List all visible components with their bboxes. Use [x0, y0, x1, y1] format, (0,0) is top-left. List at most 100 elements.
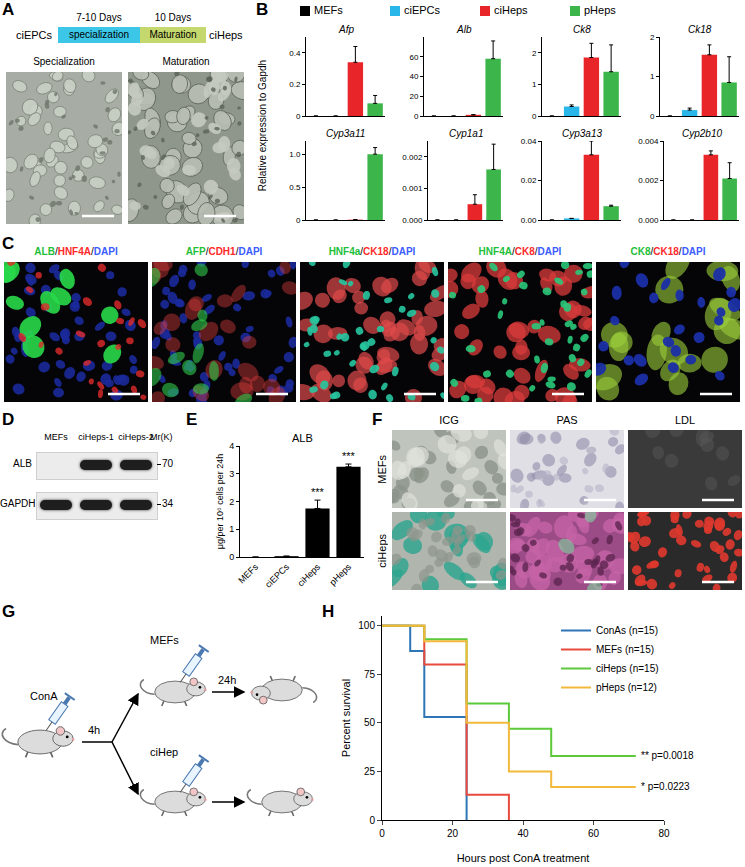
html-text:ciHep: ciHep — [150, 746, 179, 758]
html-text:AFP / CDH1 / DAPI: AFP / CDH1 / DAPI — [185, 246, 263, 257]
svg-text:2: 2 — [229, 497, 234, 507]
html-text:MEFs: MEFs — [150, 634, 179, 646]
svg-text:0.00: 0.00 — [521, 216, 537, 225]
svg-text:75: 75 — [364, 669, 376, 680]
html-text:MEFs: MEFs — [376, 454, 388, 484]
html-text:E: E — [186, 410, 198, 429]
svg-text:***: *** — [311, 486, 325, 498]
svg-text:1: 1 — [650, 72, 655, 81]
html-text:Maturation: Maturation — [162, 56, 210, 67]
svg-text:ciHeps: ciHeps — [296, 561, 323, 588]
svg-text:0.02: 0.02 — [521, 176, 537, 185]
svg-text:Ck8: Ck8 — [573, 24, 591, 35]
svg-text:0.04: 0.04 — [521, 137, 537, 146]
svg-text:***: *** — [342, 450, 356, 462]
svg-text:20: 20 — [447, 828, 459, 839]
svg-text:4: 4 — [229, 441, 234, 451]
svg-text:2: 2 — [650, 33, 655, 42]
html-text:Relative expression to Gapdh: Relative expression to Gapdh — [256, 60, 268, 192]
svg-text:1: 1 — [532, 80, 537, 89]
html-text:PAS: PAS — [556, 414, 578, 426]
svg-text:1.0: 1.0 — [289, 150, 301, 159]
svg-text:ciHeps (n=15): ciHeps (n=15) — [596, 663, 659, 674]
html-text:ICG: ICG — [439, 414, 459, 426]
svg-text:ConAs (n=15): ConAs (n=15) — [596, 625, 658, 636]
html-text:Maturation: Maturation — [149, 29, 197, 40]
svg-text:0.2: 0.2 — [289, 80, 301, 89]
html-text:ciEPCs: ciEPCs — [16, 29, 53, 41]
html-text:pHeps: pHeps — [584, 4, 616, 16]
html-text:LDL: LDL — [674, 414, 696, 426]
html-text:Specialization: Specialization — [33, 56, 95, 67]
svg-text:ALB: ALB — [292, 432, 313, 444]
svg-text:μg/per 10⁶ cells per 24h: μg/per 10⁶ cells per 24h — [215, 454, 225, 549]
svg-text:0: 0 — [379, 828, 385, 839]
svg-text:0: 0 — [650, 112, 655, 121]
svg-text:0.002: 0.002 — [638, 176, 659, 185]
svg-text:0: 0 — [229, 552, 234, 562]
svg-text:60: 60 — [588, 828, 600, 839]
svg-text:Alb: Alb — [456, 24, 472, 35]
html-text:H: H — [322, 602, 335, 621]
svg-text:Hours post ConA treatment: Hours post ConA treatment — [457, 852, 590, 864]
html-text:C: C — [2, 234, 15, 253]
svg-text:2: 2 — [532, 49, 537, 58]
html-text:ConA: ConA — [30, 690, 58, 702]
svg-text:MEFs: MEFs — [236, 561, 260, 585]
svg-text:0.000: 0.000 — [402, 216, 423, 225]
svg-text:0.002: 0.002 — [402, 153, 423, 162]
html-text:ciHeps: ciHeps — [376, 534, 388, 568]
svg-text:0: 0 — [532, 112, 537, 121]
svg-text:60: 60 — [409, 53, 418, 62]
svg-text:1: 1 — [229, 524, 234, 534]
html-text:ciEPCs: ciEPCs — [404, 4, 441, 16]
svg-text:3: 3 — [229, 469, 234, 479]
svg-text:pHeps (n=12): pHeps (n=12) — [596, 682, 657, 693]
svg-text:ciEPCs: ciEPCs — [263, 561, 291, 589]
svg-text:0: 0 — [414, 112, 419, 121]
html-text:4h: 4h — [88, 724, 101, 736]
svg-text:40: 40 — [517, 828, 529, 839]
html-text:D: D — [2, 410, 15, 429]
svg-text:Cyp3a11: Cyp3a11 — [326, 128, 365, 139]
svg-text:20: 20 — [409, 92, 418, 101]
html-text:10 Days: 10 Days — [154, 12, 192, 23]
svg-text:Afp: Afp — [338, 24, 354, 35]
html-text:ciHeps: ciHeps — [494, 4, 528, 16]
html-text:24h: 24h — [218, 674, 237, 686]
svg-text:80: 80 — [658, 828, 670, 839]
html-text:ciHeps: ciHeps — [209, 29, 243, 41]
html-text:HNF4a / CK18 / DAPI: HNF4a / CK18 / DAPI — [328, 246, 416, 257]
svg-text:40: 40 — [409, 72, 418, 81]
svg-text:Cyp2b10: Cyp2b10 — [682, 128, 722, 139]
html-text:F: F — [372, 410, 383, 429]
svg-text:Percent survival: Percent survival — [340, 679, 352, 757]
svg-text:* p=0.0223: * p=0.0223 — [641, 781, 690, 792]
html-text:A: A — [2, 0, 15, 19]
svg-text:0: 0 — [296, 112, 301, 121]
html-text:G: G — [2, 602, 16, 621]
svg-text:0.000: 0.000 — [638, 216, 659, 225]
svg-text:0.4: 0.4 — [289, 49, 301, 58]
svg-text:Cyp3a13: Cyp3a13 — [562, 128, 602, 139]
svg-text:Cyp1a1: Cyp1a1 — [449, 128, 483, 139]
html-text:7-10 Days: 7-10 Days — [76, 12, 122, 23]
svg-text:pHeps: pHeps — [328, 561, 354, 587]
svg-text:0.001: 0.001 — [402, 184, 423, 193]
svg-text:0.004: 0.004 — [638, 137, 659, 146]
html-text:B: B — [256, 0, 269, 19]
svg-text:Ck18: Ck18 — [688, 24, 712, 35]
html-text:specialization: specialization — [69, 29, 129, 40]
svg-text:50: 50 — [364, 717, 376, 728]
html-text:HNF4A / CK8 / DAPI: HNF4A / CK8 / DAPI — [478, 246, 562, 257]
svg-text:25: 25 — [364, 766, 376, 777]
html-text:CK8 / CK18 / DAPI: CK8 / CK18 / DAPI — [630, 246, 706, 257]
svg-text:MEFs (n=15): MEFs (n=15) — [596, 644, 654, 655]
html-text:ALB / HNF4A / DAPI: ALB / HNF4A / DAPI — [34, 246, 118, 257]
svg-text:0.5: 0.5 — [289, 183, 301, 192]
svg-text:** p=0.0018: ** p=0.0018 — [641, 750, 694, 761]
svg-text:100: 100 — [358, 620, 375, 631]
svg-text:0: 0 — [369, 815, 375, 826]
html-text:MEFs: MEFs — [314, 4, 343, 16]
svg-text:0: 0 — [296, 216, 301, 225]
